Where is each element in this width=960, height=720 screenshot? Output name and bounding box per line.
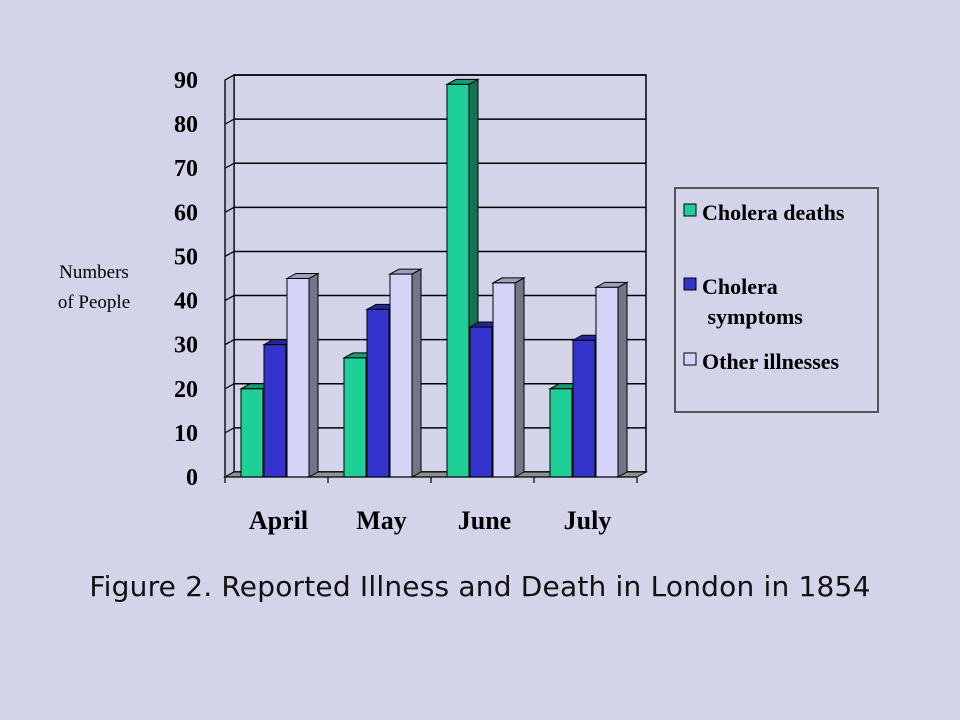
gridline-diagonal bbox=[224, 74, 235, 81]
bar-front bbox=[366, 308, 390, 478]
y-tick-label: 0 bbox=[186, 465, 198, 491]
gridline-diagonal bbox=[224, 383, 235, 390]
y-tick-label: 60 bbox=[174, 200, 198, 226]
bar-june-other-illnesses bbox=[491, 277, 526, 478]
x-tick-label: April bbox=[249, 506, 308, 535]
y-tick-label: 10 bbox=[174, 421, 198, 447]
gridline-diagonal bbox=[224, 250, 235, 257]
legend-box bbox=[674, 187, 879, 413]
bar-side bbox=[617, 281, 628, 478]
legend-label: Cholera bbox=[702, 274, 778, 299]
gridline-diagonal bbox=[224, 162, 235, 169]
bar-side bbox=[308, 272, 319, 478]
y-tick-label: 40 bbox=[174, 289, 198, 315]
gridline-diagonal bbox=[224, 295, 235, 302]
bar-april-other-illnesses bbox=[285, 272, 320, 478]
y-tick-label: 20 bbox=[174, 377, 198, 403]
y-axis-label-line-2: of People bbox=[57, 292, 131, 313]
y-tick-label: 90 bbox=[174, 68, 198, 94]
legend-label: Other illnesses bbox=[702, 349, 840, 374]
y-axis-label-line-1: Numbers bbox=[59, 262, 129, 283]
bar-front bbox=[446, 83, 470, 478]
y-axis-label: Numbers of People bbox=[38, 258, 150, 318]
y-tick-label: 30 bbox=[174, 333, 198, 359]
bar-side bbox=[514, 277, 525, 478]
gridline-diagonal bbox=[224, 427, 235, 434]
bar-front bbox=[595, 286, 619, 478]
bar-front bbox=[240, 388, 264, 478]
gridline-diagonal bbox=[224, 206, 235, 213]
bar-front bbox=[549, 388, 573, 478]
bar-front bbox=[286, 278, 310, 478]
legend-swatch bbox=[683, 352, 697, 366]
legend-label: Cholera deaths bbox=[702, 200, 845, 225]
bar-july-other-illnesses bbox=[594, 281, 629, 478]
bar-front bbox=[572, 339, 596, 478]
bar-may-other-illnesses bbox=[388, 268, 423, 478]
legend-label: symptoms bbox=[702, 304, 803, 329]
y-tick-label: 80 bbox=[174, 112, 198, 138]
bar-front bbox=[469, 326, 493, 478]
legend-swatch bbox=[683, 277, 697, 291]
x-tick-label: July bbox=[564, 506, 612, 535]
y-tick-label: 50 bbox=[174, 244, 198, 270]
bar-front bbox=[343, 357, 367, 478]
y-tick-label: 70 bbox=[174, 156, 198, 182]
gridline-diagonal bbox=[224, 118, 235, 125]
x-tick-label: June bbox=[458, 506, 511, 535]
bar-front bbox=[389, 273, 413, 478]
bar-side bbox=[411, 268, 422, 478]
gridline-diagonal bbox=[224, 339, 235, 346]
bar-front bbox=[492, 282, 516, 478]
bar-front bbox=[263, 344, 287, 478]
legend-swatch bbox=[683, 203, 697, 217]
figure-caption: Figure 2. Reported Illness and Death in … bbox=[89, 570, 871, 603]
plot-side-wall bbox=[224, 73, 235, 479]
legend: Cholera deaths Cholera symptoms Other illn… bbox=[674, 187, 879, 413]
x-tick-label: May bbox=[356, 506, 407, 535]
